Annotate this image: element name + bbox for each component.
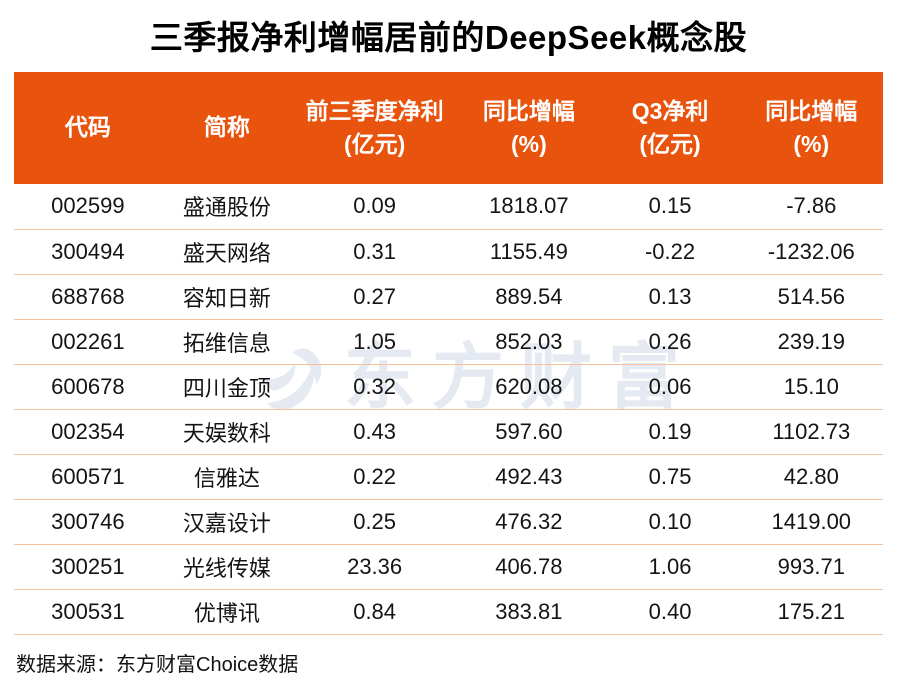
table-cell: 0.43: [292, 409, 458, 455]
table-cell: 383.81: [457, 589, 601, 635]
table-cell: 0.27: [292, 274, 458, 320]
table-row: 002261 拓维信息 1.05 852.03 0.26 239.19: [14, 319, 883, 365]
table-row: 300531 优博讯 0.84 383.81 0.40 175.21: [14, 589, 883, 635]
data-source-note: 数据来源：东方财富Choice数据: [16, 653, 299, 676]
table-cell: 天娱数科: [161, 409, 293, 455]
table-cell: 889.54: [457, 274, 601, 320]
table-cell: 盛天网络: [161, 229, 293, 275]
table-cell: 300531: [14, 589, 162, 635]
table-cell: 406.78: [457, 544, 601, 590]
table-cell: 0.13: [600, 274, 740, 320]
column-header-name: 简称: [161, 72, 293, 184]
table-cell: -1232.06: [739, 229, 883, 275]
column-header-q3-yoy-growth: 同比增幅 (%): [739, 72, 883, 184]
table-cell: 1102.73: [739, 409, 883, 455]
table-cell: 盛通股份: [161, 184, 293, 230]
table-cell: 688768: [14, 274, 162, 320]
table-cell: 0.15: [600, 184, 740, 230]
table-cell: 514.56: [739, 274, 883, 320]
table-cell: 0.84: [292, 589, 458, 635]
table-cell: 优博讯: [161, 589, 293, 635]
table-cell: 600571: [14, 454, 162, 500]
table-cell: 600678: [14, 364, 162, 410]
table-row: 002354 天娱数科 0.43 597.60 0.19 1102.73: [14, 409, 883, 455]
table-row: 300494 盛天网络 0.31 1155.49 -0.22 -1232.06: [14, 229, 883, 275]
table-cell: 0.31: [292, 229, 458, 275]
table-cell: 597.60: [457, 409, 601, 455]
table-cell: 0.26: [600, 319, 740, 365]
table-cell: 四川金顶: [161, 364, 293, 410]
table-cell: 0.10: [600, 499, 740, 545]
table-cell: 492.43: [457, 454, 601, 500]
table-cell: 1.05: [292, 319, 458, 365]
table-cell: 拓维信息: [161, 319, 293, 365]
table-row: 002599 盛通股份 0.09 1818.07 0.15 -7.86: [14, 184, 883, 230]
table-cell: 1419.00: [739, 499, 883, 545]
table-header: 代码 简称 前三季度净利 (亿元) 同比增幅 (%) Q3净利 (亿元) 同比增…: [14, 72, 883, 184]
table-cell: 002354: [14, 409, 162, 455]
table-cell: 0.06: [600, 364, 740, 410]
table-cell: 汉嘉设计: [161, 499, 293, 545]
table-cell: 239.19: [739, 319, 883, 365]
table-cell: 42.80: [739, 454, 883, 500]
table-cell: 信雅达: [161, 454, 293, 500]
stock-table: 代码 简称 前三季度净利 (亿元) 同比增幅 (%) Q3净利 (亿元) 同比增…: [14, 72, 883, 635]
table-cell: 光线传媒: [161, 544, 293, 590]
table-body: 002599 盛通股份 0.09 1818.07 0.15 -7.86 3004…: [14, 184, 883, 635]
column-header-yoy-growth: 同比增幅 (%): [457, 72, 601, 184]
table-cell: 0.75: [600, 454, 740, 500]
table-cell: 300251: [14, 544, 162, 590]
table-cell: 620.08: [457, 364, 601, 410]
table-cell: 0.09: [292, 184, 458, 230]
table-cell: 0.22: [292, 454, 458, 500]
table-cell: 0.25: [292, 499, 458, 545]
table-row: 600678 四川金顶 0.32 620.08 0.06 15.10: [14, 364, 883, 410]
table-cell: 0.32: [292, 364, 458, 410]
table-row: 688768 容知日新 0.27 889.54 0.13 514.56: [14, 274, 883, 320]
table-cell: 容知日新: [161, 274, 293, 320]
column-header-code: 代码: [14, 72, 162, 184]
table-row: 300746 汉嘉设计 0.25 476.32 0.10 1419.00: [14, 499, 883, 545]
table-cell: 852.03: [457, 319, 601, 365]
table-cell: -0.22: [600, 229, 740, 275]
table-row: 600571 信雅达 0.22 492.43 0.75 42.80: [14, 454, 883, 500]
table-cell: 300494: [14, 229, 162, 275]
table-cell: 0.40: [600, 589, 740, 635]
table-cell: 175.21: [739, 589, 883, 635]
column-header-q3-profit: Q3净利 (亿元): [600, 72, 740, 184]
table-cell: 1.06: [600, 544, 740, 590]
table-row: 300251 光线传媒 23.36 406.78 1.06 993.71: [14, 544, 883, 590]
infographic: 三季报净利增幅居前的DeepSeek概念股 代码 简称 前三季度净利 (亿元) …: [0, 11, 897, 677]
table-cell: 476.32: [457, 499, 601, 545]
table-header-row: 代码 简称 前三季度净利 (亿元) 同比增幅 (%) Q3净利 (亿元) 同比增…: [14, 72, 883, 184]
table-cell: 300746: [14, 499, 162, 545]
table-cell: -7.86: [739, 184, 883, 230]
table-cell: 993.71: [739, 544, 883, 590]
column-header-9m-profit: 前三季度净利 (亿元): [292, 72, 458, 184]
table-cell: 002261: [14, 319, 162, 365]
table-cell: 23.36: [292, 544, 458, 590]
table-cell: 002599: [14, 184, 162, 230]
table-cell: 1155.49: [457, 229, 601, 275]
page-title: 三季报净利增幅居前的DeepSeek概念股: [149, 19, 748, 56]
table-cell: 0.19: [600, 409, 740, 455]
table-cell: 15.10: [739, 364, 883, 410]
table-cell: 1818.07: [457, 184, 601, 230]
